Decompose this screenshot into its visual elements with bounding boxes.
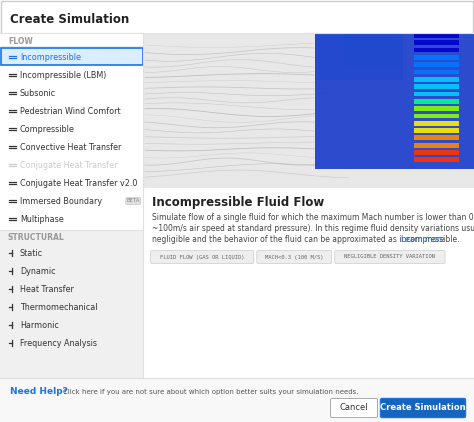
Text: Need Help?: Need Help? <box>10 387 68 397</box>
Text: ~100m/s air speed at standard pressure). In this regime fluid density variations: ~100m/s air speed at standard pressure).… <box>152 224 474 233</box>
Text: negligible and the behavior of the fluid can be approximated as incompressible.: negligible and the behavior of the fluid… <box>152 235 462 244</box>
Bar <box>143 33 474 188</box>
Bar <box>1 48 143 65</box>
Bar <box>0 378 474 422</box>
Bar <box>414 106 459 111</box>
Bar <box>0 33 143 378</box>
Text: Incompressible Fluid Flow: Incompressible Fluid Flow <box>152 196 324 209</box>
FancyBboxPatch shape <box>381 398 465 417</box>
Bar <box>414 99 459 104</box>
Text: FLUID FLOW (GAS OR LIQUID): FLUID FLOW (GAS OR LIQUID) <box>160 254 245 260</box>
Bar <box>414 128 459 133</box>
Text: Dynamic: Dynamic <box>20 267 55 276</box>
Text: Incompressible: Incompressible <box>20 52 81 62</box>
Text: Incompressible (LBM): Incompressible (LBM) <box>20 70 106 79</box>
Text: BETA: BETA <box>127 198 140 203</box>
Bar <box>315 33 474 169</box>
Text: Pedestrian Wind Comfort: Pedestrian Wind Comfort <box>20 106 120 116</box>
Bar <box>414 157 459 162</box>
FancyBboxPatch shape <box>335 251 445 263</box>
Text: Subsonic: Subsonic <box>20 89 56 97</box>
Text: Immersed Boundary: Immersed Boundary <box>20 197 102 206</box>
Text: Static: Static <box>20 249 43 257</box>
Text: Heat Transfer: Heat Transfer <box>20 284 74 293</box>
Bar <box>143 33 474 378</box>
Bar <box>414 48 459 52</box>
Text: Learn more: Learn more <box>401 235 445 244</box>
Text: Create Simulation: Create Simulation <box>10 13 129 26</box>
Text: Thermomechanical: Thermomechanical <box>20 303 98 311</box>
Text: FLOW: FLOW <box>8 37 33 46</box>
Text: Conjugate Heat Transfer v2.0: Conjugate Heat Transfer v2.0 <box>20 179 137 187</box>
Text: Frequency Analysis: Frequency Analysis <box>20 338 97 347</box>
Text: Create Simulation: Create Simulation <box>380 403 466 412</box>
Text: NEGLIGIBLE DENSITY VARIATION: NEGLIGIBLE DENSITY VARIATION <box>345 254 436 260</box>
Bar <box>414 92 459 96</box>
Bar <box>414 33 459 38</box>
Bar <box>315 33 402 79</box>
Bar <box>414 135 459 140</box>
Bar <box>414 121 459 126</box>
FancyBboxPatch shape <box>257 251 332 263</box>
Bar <box>414 114 459 118</box>
Bar <box>344 33 399 67</box>
Bar <box>414 41 459 45</box>
Bar <box>414 62 459 67</box>
FancyBboxPatch shape <box>151 251 254 263</box>
Text: Click here if you are not sure about which option better suits your simulation n: Click here if you are not sure about whi… <box>63 389 358 395</box>
Bar <box>414 77 459 82</box>
Bar <box>0 230 143 378</box>
Bar <box>414 84 459 89</box>
Text: MACH<0.3 (100 M/S): MACH<0.3 (100 M/S) <box>265 254 323 260</box>
Text: Harmonic: Harmonic <box>20 320 59 330</box>
Text: Compressible: Compressible <box>20 124 75 133</box>
Bar <box>414 70 459 74</box>
Text: Simulate flow of a single fluid for which the maximum Mach number is lower than : Simulate flow of a single fluid for whic… <box>152 213 474 222</box>
Bar <box>414 143 459 148</box>
Text: Multiphase: Multiphase <box>20 214 64 224</box>
Text: Convective Heat Transfer: Convective Heat Transfer <box>20 143 121 151</box>
Bar <box>414 150 459 155</box>
FancyBboxPatch shape <box>330 398 377 417</box>
Text: Cancel: Cancel <box>340 403 368 412</box>
Text: STRUCTURAL: STRUCTURAL <box>8 233 65 242</box>
Text: Conjugate Heat Transfer: Conjugate Heat Transfer <box>20 160 118 170</box>
Bar <box>414 55 459 60</box>
